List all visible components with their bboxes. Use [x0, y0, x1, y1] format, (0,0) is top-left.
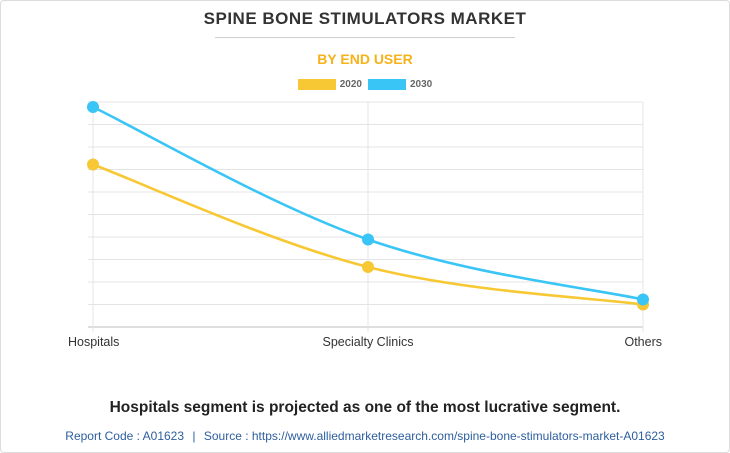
x-axis-tick-labels: Hospitals Specialty Clinics Others: [68, 335, 662, 349]
x-tick-label: Others: [624, 335, 662, 349]
legend-swatch-2030: [368, 79, 406, 90]
legend-label-2030: 2030: [410, 79, 433, 90]
source-separator: |: [192, 429, 196, 443]
x-tick-label: Specialty Clinics: [322, 335, 413, 349]
chart-subtitle: BY END USER: [317, 51, 413, 67]
chart-grid: [88, 101, 644, 332]
data-point-2030-specialty-clinics[interactable]: [362, 233, 374, 246]
report-code: Report Code : A01623: [65, 429, 185, 443]
legend-item-2020[interactable]: 2020: [297, 79, 362, 90]
legend-swatch-2020: [297, 79, 336, 90]
data-point-2030-hospitals[interactable]: [87, 101, 99, 113]
source-url[interactable]: Source : https://www.alliedmarketresearc…: [203, 429, 665, 443]
data-point-2020-hospitals[interactable]: [87, 158, 99, 171]
title-divider: [215, 37, 515, 38]
x-tick-label: Hospitals: [68, 335, 119, 349]
source-line: Report Code : A01623 | Source : https://…: [0, 429, 730, 443]
data-point-2030-others[interactable]: [637, 293, 649, 306]
legend-label-2020: 2020: [339, 79, 362, 90]
data-point-2020-specialty-clinics[interactable]: [362, 261, 374, 273]
chart-legend: 2020 2030: [0, 79, 730, 90]
chart-series: [87, 101, 649, 311]
chart-title: SPINE BONE STIMULATORS MARKET: [203, 9, 527, 28]
chart-headline: Hospitals segment is projected as one of…: [109, 399, 621, 416]
legend-item-2030[interactable]: 2030: [368, 79, 432, 90]
